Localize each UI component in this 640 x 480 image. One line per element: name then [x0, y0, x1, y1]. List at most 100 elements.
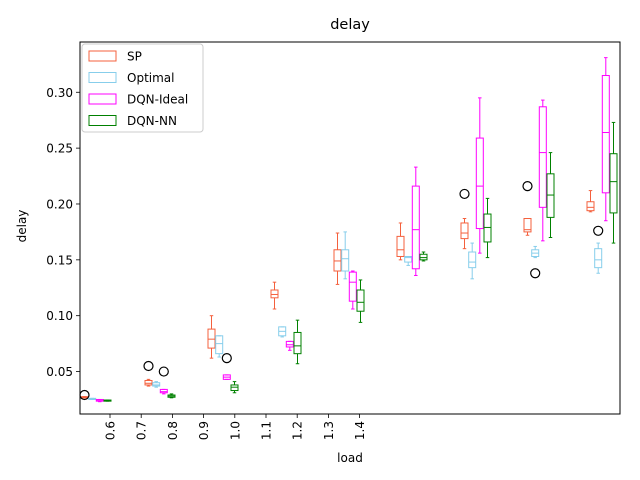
box-plot [538, 99, 547, 242]
box-plot [285, 340, 294, 351]
x-tick-label: 0.7 [135, 421, 149, 440]
legend-label: SP [127, 50, 142, 64]
box [601, 75, 610, 194]
x-tick-label: 1.2 [291, 421, 305, 440]
box [523, 218, 532, 233]
box-plot [586, 190, 595, 213]
box [356, 289, 365, 312]
box-plot [293, 319, 302, 365]
box-plot [207, 315, 216, 359]
x-axis: 0.6 0.7 0.8 0.9 1.0 1.1 1.2 1.3 1.4 [104, 414, 367, 440]
box [483, 213, 492, 243]
legend-swatch [88, 72, 117, 83]
box [460, 222, 469, 240]
box-plot [404, 255, 413, 266]
box [215, 335, 224, 355]
y-axis-label: delay [15, 210, 29, 243]
x-tick-label: 1.3 [322, 421, 336, 440]
box-plot [411, 166, 420, 276]
outlier-point [522, 181, 533, 192]
box [159, 388, 168, 394]
box [546, 173, 555, 218]
y-tick-label: 0.05 [46, 365, 73, 379]
y-tick-label: 0.30 [46, 86, 73, 100]
legend-frame [81, 43, 204, 133]
box [230, 384, 239, 392]
box-plot [333, 232, 342, 285]
box-plot [215, 335, 224, 358]
legend-swatch [88, 93, 117, 105]
box-plot [483, 197, 492, 259]
box-groups [79, 57, 618, 403]
box-plot [221, 353, 232, 380]
box [341, 249, 350, 272]
box-plot [419, 251, 428, 262]
box [404, 255, 413, 263]
outlier-point [530, 268, 541, 279]
box [419, 253, 428, 261]
x-tick-label: 1.0 [228, 421, 242, 440]
outlier-point [221, 353, 232, 364]
box [468, 251, 477, 269]
legend-swatch [88, 115, 117, 126]
box [293, 331, 302, 355]
outlier-point [143, 360, 154, 372]
x-tick-label: 0.8 [166, 421, 180, 440]
box [285, 340, 294, 348]
legend: SP Optimal DQN-Ideal DQN-NN [81, 43, 204, 133]
box-plot [468, 242, 477, 280]
box-plot [158, 366, 169, 395]
box-plot [143, 360, 154, 387]
box-plot [356, 279, 365, 323]
box-plot [601, 57, 610, 222]
box-plot [522, 181, 533, 236]
outlier-point [593, 225, 604, 236]
chart-title: delay [330, 17, 370, 33]
legend-label: DQN-Ideal [127, 93, 188, 107]
y-axis: 0.05 0.10 0.15 0.20 0.25 0.30 [46, 86, 80, 379]
box-plot [609, 121, 618, 244]
box-plot [103, 399, 112, 402]
x-tick-label: 0.6 [104, 421, 118, 440]
box-plot [95, 398, 104, 403]
box [333, 249, 342, 272]
y-tick-label: 0.10 [46, 309, 73, 323]
series-dqn-ideal [95, 57, 610, 403]
box-plot [396, 222, 405, 261]
legend-label: DQN-NN [127, 114, 177, 128]
box [609, 153, 618, 214]
box [152, 382, 161, 387]
box [348, 271, 357, 302]
box [475, 137, 484, 230]
series-optimal [88, 225, 604, 400]
x-tick-label: 1.1 [260, 421, 274, 440]
box-plot [530, 245, 541, 279]
box-plot [152, 381, 161, 388]
box-plot [593, 225, 604, 274]
box [411, 185, 420, 270]
y-tick-label: 0.15 [46, 253, 73, 267]
box [586, 201, 595, 212]
box [538, 106, 547, 208]
y-tick-label: 0.20 [46, 197, 73, 211]
series-sp [79, 181, 595, 401]
y-tick-label: 0.25 [46, 142, 73, 156]
x-tick-label: 0.9 [197, 421, 211, 440]
box [396, 235, 405, 257]
box [594, 248, 603, 269]
box-plot [88, 397, 97, 400]
box-plot [270, 281, 279, 310]
box-plot [230, 381, 239, 394]
box-plot [348, 270, 357, 310]
box-plot [475, 97, 484, 254]
plot-frame [79, 41, 621, 415]
x-tick-label: 1.4 [353, 421, 367, 440]
outlier-point [158, 366, 169, 377]
box-plot [459, 188, 470, 250]
box [270, 289, 279, 299]
x-axis-label: load [337, 451, 363, 465]
box-plot [546, 152, 555, 238]
legend-label: Optimal [127, 71, 174, 85]
box [207, 328, 216, 349]
